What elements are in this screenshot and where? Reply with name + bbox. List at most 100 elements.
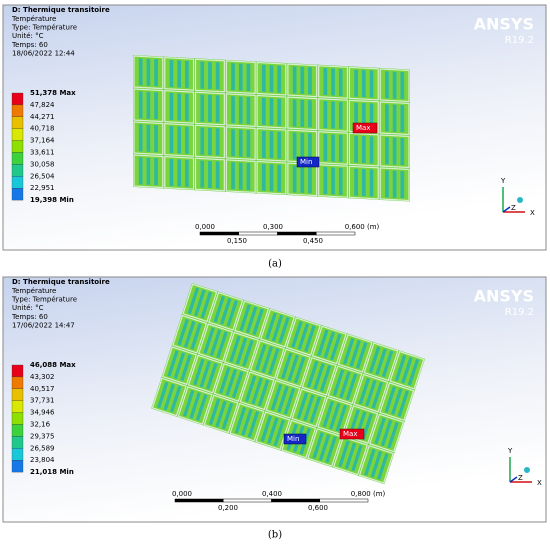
cell-pattern	[292, 165, 312, 194]
scale-segment	[238, 231, 278, 236]
cell-pattern	[213, 295, 238, 327]
triad-label: X	[537, 479, 542, 487]
cell-pattern	[261, 130, 282, 159]
cell-pattern	[338, 440, 363, 472]
scale-label: 0,600	[308, 504, 328, 512]
min-label: Min	[287, 435, 299, 443]
cell-pattern	[270, 383, 296, 415]
cell-pattern	[200, 61, 220, 90]
legend-label: 37,731	[30, 397, 55, 405]
legend-label: 40,718	[30, 125, 55, 133]
cell-pattern	[306, 360, 332, 392]
scale-segment	[199, 231, 239, 236]
scale-label: 0,450	[303, 237, 323, 245]
triad-ball	[517, 197, 523, 203]
legend-swatch	[11, 92, 24, 106]
cell-pattern	[291, 321, 316, 352]
cell-pattern	[167, 350, 192, 382]
cell-pattern	[385, 104, 405, 133]
cell-pattern	[384, 386, 409, 418]
scale-segment	[319, 498, 369, 503]
scale-label: 0,000	[172, 490, 192, 498]
cell-pattern	[138, 91, 158, 120]
legend-label: 32,16	[30, 421, 51, 429]
cell-pattern	[182, 390, 208, 421]
legend-swatch	[11, 388, 24, 401]
cell-pattern	[322, 400, 347, 432]
cell-pattern	[354, 135, 374, 164]
scale-label: 0,300	[263, 223, 283, 231]
cell-pattern	[385, 170, 405, 199]
version: R19.2	[505, 307, 534, 318]
cell-pattern	[385, 137, 405, 166]
cell-pattern	[169, 125, 189, 154]
legend-label: 21,018 Min	[30, 468, 74, 476]
legend-swatch	[11, 128, 24, 141]
triad-label: X	[530, 209, 535, 217]
scale-label: 0,800 (m)	[351, 490, 386, 498]
scale-label: 0,400	[262, 490, 282, 498]
legend-label: 19,398 Min	[30, 196, 74, 204]
scale-segment	[316, 231, 356, 236]
cell-pattern	[292, 66, 312, 95]
caption: (b)	[268, 530, 282, 541]
version: R19.2	[505, 35, 534, 46]
cell-pattern	[169, 59, 189, 88]
scale-segment	[271, 498, 320, 503]
cell-pattern	[219, 367, 244, 398]
min-marker	[283, 433, 307, 445]
legend-swatch	[11, 412, 24, 425]
cell-pattern	[231, 96, 251, 125]
legend-swatch	[11, 104, 24, 117]
legend-label: 22,951	[30, 184, 55, 192]
legend-label: 29,375	[30, 432, 55, 440]
scale-segment	[174, 498, 224, 503]
legend-swatch	[11, 376, 24, 389]
axis-z	[509, 476, 518, 483]
result-info: Unité: °C	[12, 32, 44, 40]
legend-swatch	[11, 460, 24, 473]
legend-swatch	[11, 164, 24, 177]
legend-swatch	[11, 364, 24, 378]
cell-pattern	[323, 67, 343, 96]
cell-pattern	[354, 168, 374, 197]
legend-label: 30,058	[30, 160, 55, 168]
panel: D: Thermique transitoireTempératureType:…	[2, 4, 547, 251]
cell-pattern	[200, 160, 220, 189]
cell-pattern	[244, 375, 270, 407]
cell-pattern	[255, 344, 280, 375]
cell-pattern	[261, 97, 282, 126]
cell-pattern	[265, 312, 290, 344]
legend-label: 26,504	[30, 172, 55, 180]
min-marker	[296, 156, 320, 168]
result-info: Temps: 60	[11, 313, 48, 321]
cell-pattern	[364, 448, 389, 480]
cell-pattern	[374, 417, 399, 449]
cell-pattern	[354, 69, 374, 98]
cell-pattern	[323, 166, 343, 195]
scale-segment	[223, 498, 272, 503]
triad-label: Z	[518, 474, 523, 482]
cell-pattern	[358, 377, 384, 409]
cell-pattern	[239, 304, 264, 336]
result-info: Température	[11, 15, 56, 23]
panel: D: Thermique transitoireTempératureType:…	[2, 276, 547, 523]
triad-label: Y	[507, 447, 513, 455]
cell-pattern	[231, 129, 251, 158]
cell-pattern	[138, 124, 158, 153]
cell-pattern	[203, 327, 228, 359]
cell-pattern	[323, 100, 343, 129]
legend-label: 43,302	[30, 373, 55, 381]
result-title: D: Thermique transitoire	[12, 6, 110, 14]
max-label: Max	[343, 430, 357, 438]
cell-pattern	[292, 132, 312, 161]
cell-pattern	[177, 318, 202, 350]
brand: ANSYS	[474, 15, 534, 34]
axis-z	[502, 206, 511, 213]
cell-pattern	[368, 346, 394, 378]
legend-label: 47,824	[30, 101, 55, 109]
cell-pattern	[169, 158, 189, 187]
legend-swatch	[11, 400, 24, 413]
legend-label: 23,804	[30, 456, 55, 464]
